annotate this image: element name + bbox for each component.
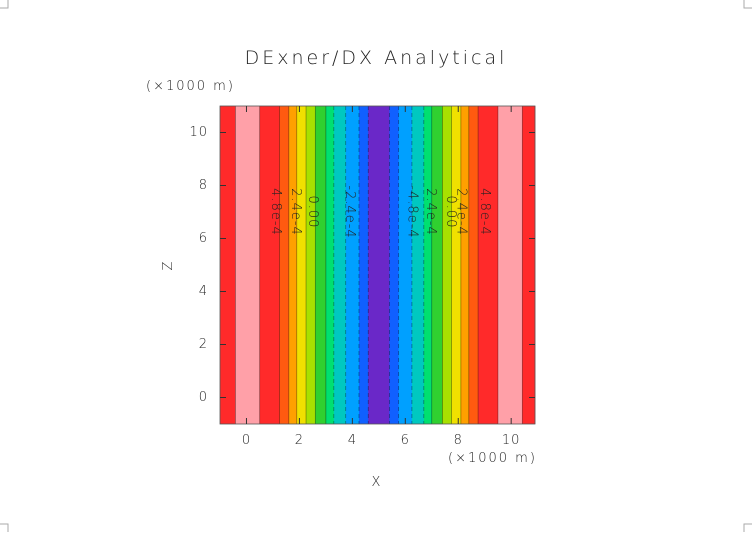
- contour-band: [478, 106, 499, 424]
- contour-band: [235, 106, 261, 424]
- contour-band: [288, 106, 298, 424]
- x-axis-title: X: [372, 475, 381, 490]
- contour-band: [442, 106, 452, 424]
- contour-band: [345, 106, 360, 424]
- contour-band: [306, 106, 316, 424]
- y-tick-label: 4: [199, 284, 208, 299]
- plot-frame: [219, 105, 536, 425]
- contour-label: -2.4e-4: [342, 185, 357, 238]
- contour-label: 4.8e-4: [268, 188, 283, 236]
- contour-band: [333, 106, 347, 424]
- chart-title: DExner/DX Analytical: [245, 47, 508, 69]
- contour-band: [220, 106, 236, 424]
- x-unit: (×1000 m): [448, 451, 537, 466]
- contour-band: [451, 106, 462, 424]
- y-tick-label: 8: [199, 178, 208, 193]
- contour-band: [431, 106, 443, 424]
- contour-label: 2.4e-4: [288, 188, 303, 236]
- contour-band: [398, 106, 413, 424]
- contour-label: 2.4e-4: [423, 188, 438, 236]
- x-tick-label: 0: [242, 433, 251, 448]
- contour-band: [279, 106, 290, 424]
- x-tick-label: 10: [502, 433, 521, 448]
- contour-label: 0.00: [305, 196, 320, 229]
- contour-band: [325, 106, 335, 424]
- y-tick-label: 0: [199, 390, 208, 405]
- y-unit: (×1000 m): [146, 79, 235, 94]
- contour-label: -4.8e-4: [404, 185, 419, 238]
- x-tick-label: 6: [401, 433, 410, 448]
- contour-band: [522, 106, 536, 424]
- contour-band: [389, 106, 399, 424]
- contour-band: [460, 106, 470, 424]
- contour-band: [411, 106, 425, 424]
- contour-band: [368, 106, 390, 424]
- contour-band: [259, 106, 280, 424]
- x-tick-label: 2: [295, 433, 304, 448]
- contour-band: [296, 106, 307, 424]
- contour-band: [358, 106, 369, 424]
- contour-band: [315, 106, 327, 424]
- y-tick-label: 2: [199, 337, 208, 352]
- contour-band: [423, 106, 433, 424]
- contour-band: [497, 106, 523, 424]
- contour-label: 4.8e-4: [477, 188, 492, 236]
- y-axis-title: Z: [161, 261, 176, 270]
- contour-label: 0.00: [443, 196, 458, 229]
- plot-area: 4.8e-4 2.4e-4 0.00 -2.4e-4 -4.8e-4 2.4e-4 0.00…: [189, 105, 536, 448]
- y-tick-label: 6: [199, 231, 208, 246]
- x-tick-label: 8: [454, 433, 463, 448]
- y-tick-label: 10: [189, 125, 208, 140]
- contour-label: 2.4e-4: [453, 188, 468, 236]
- x-tick-label: 4: [348, 433, 357, 448]
- contour-band: [468, 106, 479, 424]
